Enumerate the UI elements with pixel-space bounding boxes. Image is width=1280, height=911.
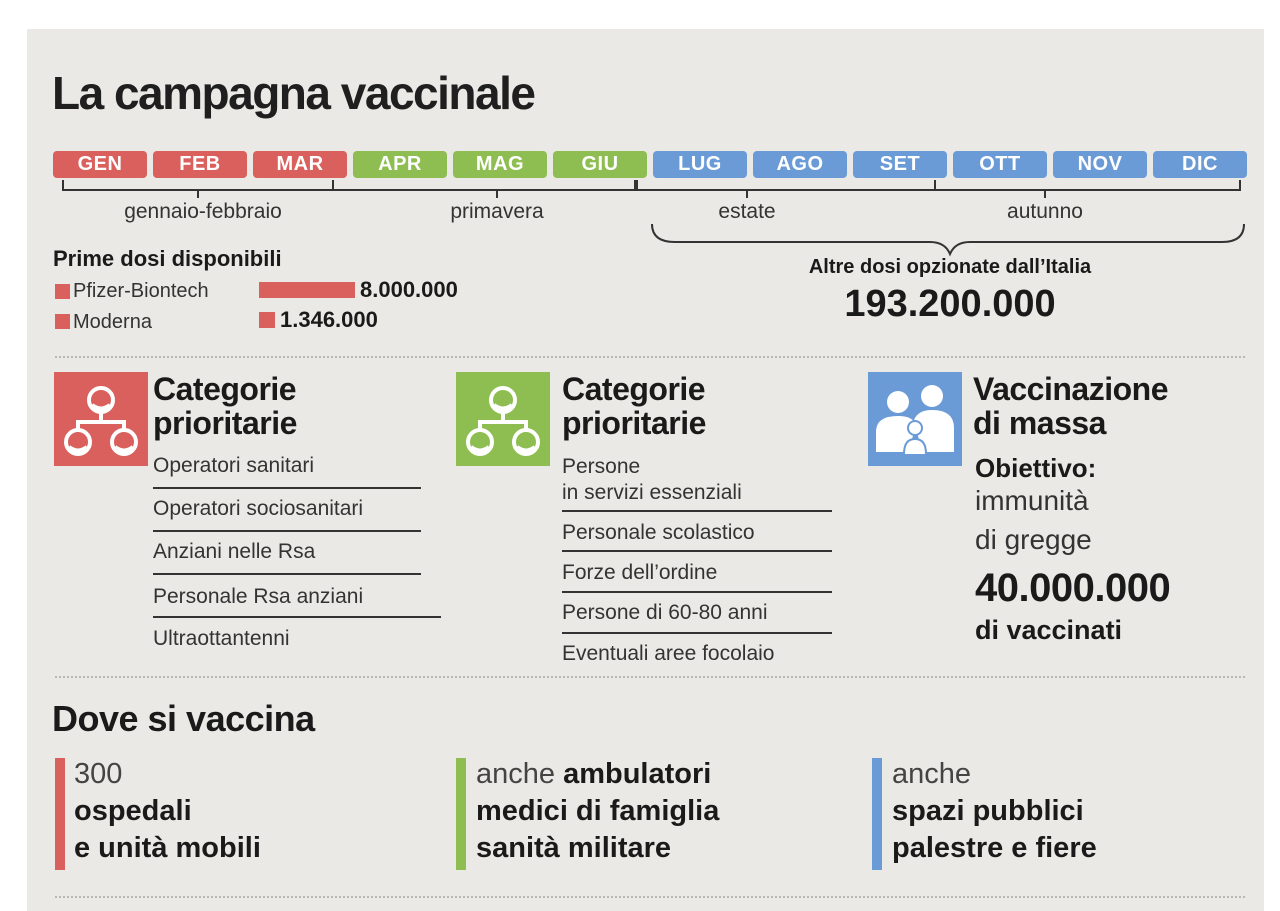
- month-dic: DIC: [1153, 151, 1247, 178]
- pfizer-bar: [259, 282, 355, 298]
- curly-brace: [651, 223, 1245, 257]
- month-ott: OTT: [953, 151, 1047, 178]
- where-text: 300: [74, 758, 123, 790]
- where-bold: ambulatori: [563, 758, 712, 790]
- moderna-bar: [259, 312, 275, 328]
- target-label: di vaccinati: [975, 615, 1123, 645]
- divider: [562, 632, 832, 634]
- pfizer-label: Pfizer-Biontech: [73, 280, 209, 302]
- category-title: prioritarie: [153, 405, 297, 441]
- month-mar: MAR: [253, 151, 347, 178]
- other-doses-value: 193.200.000: [844, 283, 1056, 325]
- mass-title: Vaccinazione: [973, 371, 1168, 407]
- divider: [55, 356, 1245, 358]
- other-doses-heading: Altre dosi opzionate dall’Italia: [808, 256, 1092, 278]
- divider: [55, 676, 1245, 678]
- month-set: SET: [853, 151, 947, 178]
- divider: [153, 530, 421, 532]
- where-text: medici di famiglia: [476, 795, 720, 827]
- month-nov: NOV: [1053, 151, 1147, 178]
- where-text: anche ambulatori: [476, 756, 711, 793]
- list-item: Operatori sanitari: [153, 454, 315, 477]
- goal-label: Obiettivo:: [975, 453, 1097, 483]
- first-doses-heading: Prime dosi disponibili: [53, 246, 282, 271]
- list-item: Operatori sociosanitari: [153, 497, 364, 520]
- month-ago: AGO: [753, 151, 847, 178]
- where-text: sanità militare: [476, 832, 672, 864]
- mass-title: di massa: [973, 405, 1106, 441]
- list-item: in servizi essenziali: [562, 481, 742, 504]
- bracket-autunno: [935, 180, 1241, 191]
- divider: [153, 573, 421, 575]
- month-feb: FEB: [153, 151, 247, 178]
- season-label: autunno: [1007, 200, 1083, 223]
- group-icon: [54, 372, 148, 466]
- moderna-label: Moderna: [73, 311, 152, 333]
- month-giu: GIU: [553, 151, 647, 178]
- where-text: e unità mobili: [74, 832, 261, 864]
- bracket-estate: [636, 180, 936, 191]
- family-icon: [868, 372, 962, 466]
- month-apr: APR: [353, 151, 447, 178]
- where-title: Dove si vaccina: [52, 698, 315, 739]
- pfizer-value: 8.000.000: [360, 277, 458, 302]
- target-value: 40.000.000: [975, 566, 1171, 610]
- season-label: gennaio-febbraio: [124, 200, 282, 223]
- list-item: Persone di 60-80 anni: [562, 601, 768, 624]
- accent-bar: [456, 758, 466, 870]
- legend-swatch: [55, 314, 70, 329]
- list-item: Ultraottantenni: [153, 627, 290, 650]
- goal-text: di gregge: [975, 524, 1092, 555]
- where-text: ospedali: [74, 795, 192, 827]
- list-item: Forze dell’ordine: [562, 561, 718, 584]
- season-label: estate: [718, 200, 776, 223]
- month-lug: LUG: [653, 151, 747, 178]
- month-gen: GEN: [53, 151, 147, 178]
- divider: [562, 550, 832, 552]
- page-title: La campagna vaccinale: [52, 67, 536, 119]
- divider: [55, 896, 1245, 898]
- list-item: Anziani nelle Rsa: [153, 540, 316, 563]
- moderna-value: 1.346.000: [280, 307, 378, 332]
- category-title: Categorie: [153, 371, 297, 407]
- divider: [562, 591, 832, 593]
- month-mag: MAG: [453, 151, 547, 178]
- season-label: primavera: [450, 200, 544, 223]
- accent-bar: [55, 758, 65, 870]
- where-text: palestre e fiere: [892, 832, 1097, 864]
- timeline-brackets: [62, 180, 1245, 257]
- list-item: Personale Rsa anziani: [153, 585, 364, 608]
- bracket-primavera: [333, 180, 636, 191]
- divider: [153, 616, 441, 618]
- group-icon: [456, 372, 550, 466]
- bracket-gennaio-febbraio: [62, 180, 334, 191]
- legend-swatch: [55, 284, 70, 299]
- where-prefix: anche: [476, 758, 564, 790]
- list-item: Eventuali aree focolaio: [562, 642, 775, 665]
- category-title: prioritarie: [562, 405, 706, 441]
- where-text: spazi pubblici: [892, 795, 1084, 827]
- accent-bar: [872, 758, 882, 870]
- category-title: Categorie: [562, 371, 706, 407]
- where-text: anche: [892, 758, 972, 790]
- list-item: Persone: [562, 455, 641, 478]
- goal-text: immunità: [975, 485, 1089, 516]
- divider: [562, 510, 832, 512]
- list-item: Personale scolastico: [562, 521, 755, 544]
- divider: [153, 487, 421, 489]
